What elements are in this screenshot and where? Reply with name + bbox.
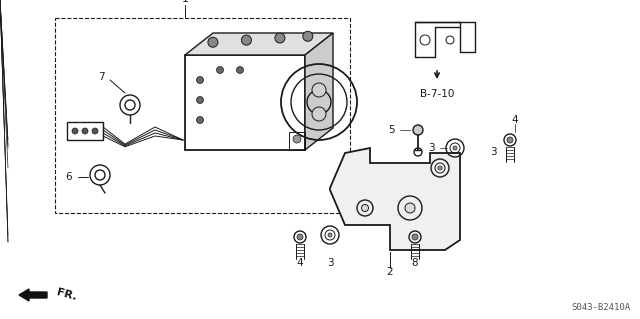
Polygon shape [330, 148, 460, 250]
Circle shape [405, 203, 415, 213]
FancyArrow shape [19, 289, 47, 301]
Circle shape [328, 233, 332, 237]
Circle shape [453, 146, 457, 150]
Text: 5: 5 [388, 125, 395, 135]
Text: B-7-10: B-7-10 [420, 89, 454, 99]
Circle shape [216, 66, 223, 73]
Bar [185, 55, 305, 150]
Circle shape [293, 135, 301, 143]
Circle shape [507, 137, 513, 143]
Circle shape [312, 83, 326, 97]
Text: 3: 3 [428, 143, 435, 153]
Text: S043-B2410A: S043-B2410A [571, 303, 630, 312]
Circle shape [312, 107, 326, 121]
Text: FR.: FR. [55, 287, 77, 302]
Circle shape [297, 234, 303, 240]
Circle shape [92, 128, 98, 134]
Circle shape [303, 31, 313, 41]
Bar [67, 122, 103, 140]
Circle shape [412, 234, 418, 240]
Polygon shape [185, 33, 333, 55]
Text: 8: 8 [412, 258, 419, 268]
Circle shape [82, 128, 88, 134]
Bar [289, 132, 305, 150]
Bar [55, 18, 350, 213]
Text: 4: 4 [297, 258, 303, 268]
Text: 3: 3 [490, 147, 497, 157]
Circle shape [275, 33, 285, 43]
Circle shape [362, 204, 369, 211]
Circle shape [438, 166, 442, 170]
Circle shape [237, 66, 243, 73]
Text: 7: 7 [99, 72, 105, 82]
Text: 6: 6 [65, 172, 72, 182]
Circle shape [196, 77, 204, 84]
Polygon shape [305, 33, 333, 150]
Circle shape [241, 35, 252, 45]
Text: 4: 4 [512, 115, 518, 125]
Text: 2: 2 [387, 267, 394, 277]
Circle shape [196, 116, 204, 123]
Circle shape [72, 128, 78, 134]
Circle shape [208, 37, 218, 47]
Circle shape [413, 125, 423, 135]
Text: 1: 1 [182, 0, 189, 4]
Circle shape [196, 97, 204, 103]
Text: 3: 3 [326, 258, 333, 268]
